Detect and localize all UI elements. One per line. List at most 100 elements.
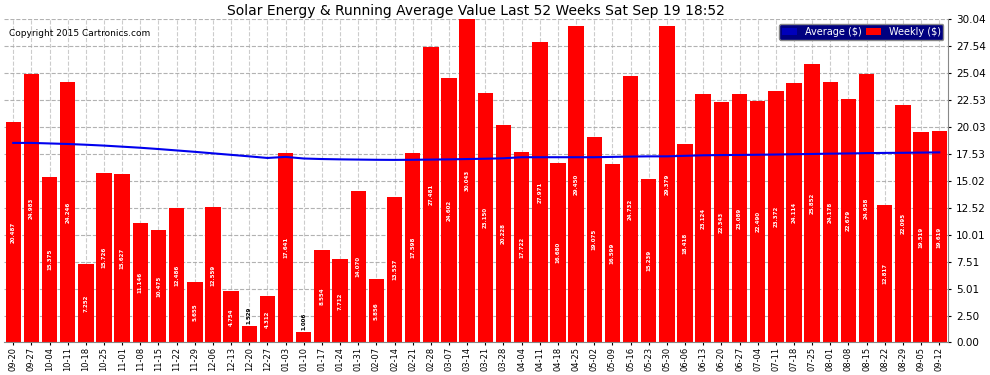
Bar: [60, 82, 75, 342]
Bar: [859, 74, 874, 342]
Bar: [205, 207, 221, 342]
Bar: [714, 102, 729, 342]
Text: 1.529: 1.529: [247, 307, 251, 324]
Text: 17.641: 17.641: [283, 237, 288, 258]
Text: 22.490: 22.490: [755, 211, 760, 232]
Bar: [877, 205, 893, 342]
Bar: [732, 94, 747, 342]
Text: 19.519: 19.519: [919, 227, 924, 248]
Bar: [150, 230, 166, 342]
Text: 25.852: 25.852: [810, 193, 815, 214]
Bar: [405, 153, 421, 342]
Bar: [115, 174, 130, 342]
Text: 7.712: 7.712: [338, 292, 343, 310]
Bar: [96, 173, 112, 342]
Bar: [477, 93, 493, 342]
Text: 5.655: 5.655: [192, 303, 197, 321]
Text: 24.246: 24.246: [65, 201, 70, 223]
Text: 10.475: 10.475: [156, 276, 161, 297]
Bar: [895, 105, 911, 342]
Bar: [496, 125, 511, 342]
Bar: [169, 208, 184, 342]
Title: Solar Energy & Running Average Value Last 52 Weeks Sat Sep 19 18:52: Solar Energy & Running Average Value Las…: [228, 4, 726, 18]
Bar: [368, 279, 384, 342]
Text: 23.089: 23.089: [737, 208, 742, 229]
Bar: [532, 42, 547, 342]
Bar: [133, 222, 148, 342]
Bar: [459, 19, 475, 342]
Bar: [550, 163, 565, 342]
Text: 23.150: 23.150: [483, 207, 488, 228]
Text: 19.619: 19.619: [937, 226, 941, 248]
Bar: [224, 291, 239, 342]
Bar: [259, 296, 275, 342]
Bar: [586, 137, 602, 342]
Text: 24.178: 24.178: [828, 202, 833, 223]
Text: 24.983: 24.983: [29, 197, 34, 219]
Bar: [786, 83, 802, 342]
Legend: Average ($), Weekly ($): Average ($), Weekly ($): [779, 24, 943, 40]
Bar: [314, 251, 330, 342]
Text: 27.481: 27.481: [429, 184, 434, 205]
Bar: [750, 100, 765, 342]
Bar: [333, 260, 347, 342]
Text: 24.958: 24.958: [864, 198, 869, 219]
Text: 22.095: 22.095: [901, 213, 906, 234]
Text: 18.418: 18.418: [682, 233, 687, 254]
Bar: [187, 282, 203, 342]
Text: 23.124: 23.124: [701, 207, 706, 229]
Text: 29.450: 29.450: [573, 173, 578, 195]
Text: 15.627: 15.627: [120, 248, 125, 269]
Text: 15.375: 15.375: [48, 249, 52, 270]
Text: 22.343: 22.343: [719, 211, 724, 233]
Text: 17.722: 17.722: [519, 237, 524, 258]
Bar: [932, 131, 947, 342]
Bar: [623, 76, 639, 342]
Bar: [6, 122, 21, 342]
Bar: [605, 164, 620, 342]
Text: 16.680: 16.680: [555, 242, 560, 263]
Text: 30.043: 30.043: [464, 170, 469, 192]
Bar: [296, 332, 312, 342]
Text: 19.075: 19.075: [592, 229, 597, 251]
Bar: [242, 326, 257, 342]
Bar: [677, 144, 693, 342]
Bar: [641, 178, 656, 342]
Text: Copyright 2015 Cartronics.com: Copyright 2015 Cartronics.com: [9, 29, 150, 38]
Text: 17.598: 17.598: [410, 237, 415, 258]
Bar: [387, 197, 402, 342]
Bar: [78, 264, 94, 342]
Bar: [423, 47, 439, 342]
Text: 4.754: 4.754: [229, 308, 234, 326]
Text: 7.252: 7.252: [83, 295, 88, 312]
Bar: [768, 91, 783, 342]
Text: 24.114: 24.114: [791, 202, 797, 223]
Text: 24.602: 24.602: [446, 200, 451, 220]
Text: 20.228: 20.228: [501, 223, 506, 244]
Text: 12.817: 12.817: [882, 263, 887, 284]
Text: 1.006: 1.006: [301, 313, 306, 330]
Text: 27.971: 27.971: [538, 182, 543, 203]
Bar: [823, 82, 838, 342]
Text: 20.487: 20.487: [11, 222, 16, 243]
Bar: [42, 177, 57, 342]
Text: 23.372: 23.372: [773, 206, 778, 227]
Text: 15.239: 15.239: [646, 250, 651, 271]
Bar: [805, 64, 820, 342]
Bar: [659, 27, 674, 342]
Text: 12.486: 12.486: [174, 265, 179, 286]
Text: 5.856: 5.856: [374, 302, 379, 320]
Text: 14.070: 14.070: [355, 256, 360, 278]
Bar: [514, 152, 530, 342]
Text: 15.726: 15.726: [102, 247, 107, 268]
Bar: [914, 132, 929, 342]
Bar: [442, 78, 456, 342]
Bar: [350, 191, 366, 342]
Text: 24.732: 24.732: [628, 199, 633, 220]
Text: 11.146: 11.146: [138, 272, 143, 293]
Text: 12.559: 12.559: [211, 264, 216, 285]
Bar: [568, 26, 584, 342]
Text: 4.312: 4.312: [265, 310, 270, 328]
Text: 22.679: 22.679: [846, 210, 851, 231]
Bar: [696, 94, 711, 342]
